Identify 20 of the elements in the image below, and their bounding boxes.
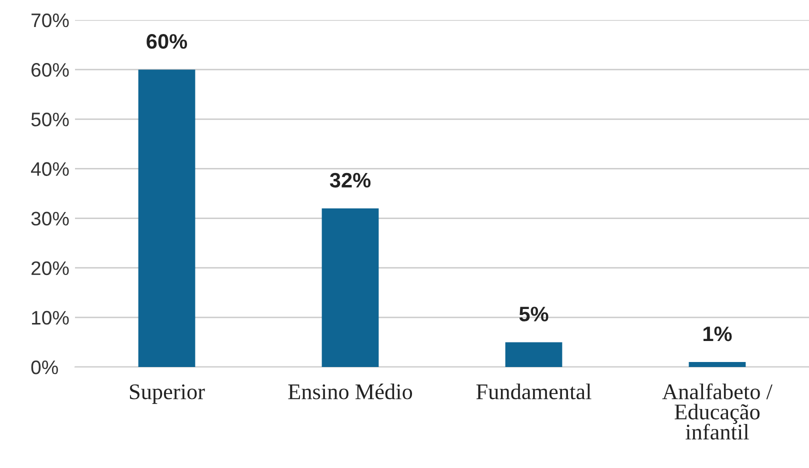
y-tick-label: 70%	[32, 13, 69, 28]
y-tick-label: 0%	[31, 360, 58, 374]
bar	[322, 208, 379, 367]
bar	[138, 70, 196, 367]
bar	[688, 362, 746, 367]
y-tick-label: 10%	[32, 310, 69, 325]
x-tick-label: Fundamental	[476, 384, 592, 400]
x-tick-label: Ensino Médio	[288, 384, 412, 400]
data-label: 1%	[704, 326, 732, 342]
y-tick-label: 40%	[31, 162, 69, 176]
y-tick-label: 30%	[31, 212, 69, 226]
bar	[505, 342, 562, 367]
data-label: 5%	[519, 306, 548, 322]
data-label: 60%	[146, 34, 188, 49]
y-tick-label: 20%	[32, 261, 69, 276]
y-tick-label: 50%	[31, 112, 69, 126]
y-tick-label: 60%	[32, 63, 69, 77]
data-label: 32%	[330, 172, 371, 188]
x-tick-label: Superior	[130, 384, 205, 404]
x-tick-label: Analfabeto / Educação infantil	[662, 383, 772, 440]
